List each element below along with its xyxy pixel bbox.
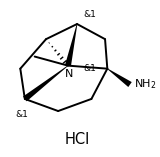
Text: &1: &1 (84, 10, 97, 19)
Polygon shape (107, 68, 132, 87)
Text: N: N (65, 69, 74, 79)
Text: HCl: HCl (64, 132, 90, 146)
Polygon shape (65, 24, 77, 66)
Text: &1: &1 (15, 110, 28, 119)
Text: &1: &1 (84, 64, 97, 73)
Text: NH$_2$: NH$_2$ (134, 78, 156, 92)
Polygon shape (23, 65, 68, 101)
